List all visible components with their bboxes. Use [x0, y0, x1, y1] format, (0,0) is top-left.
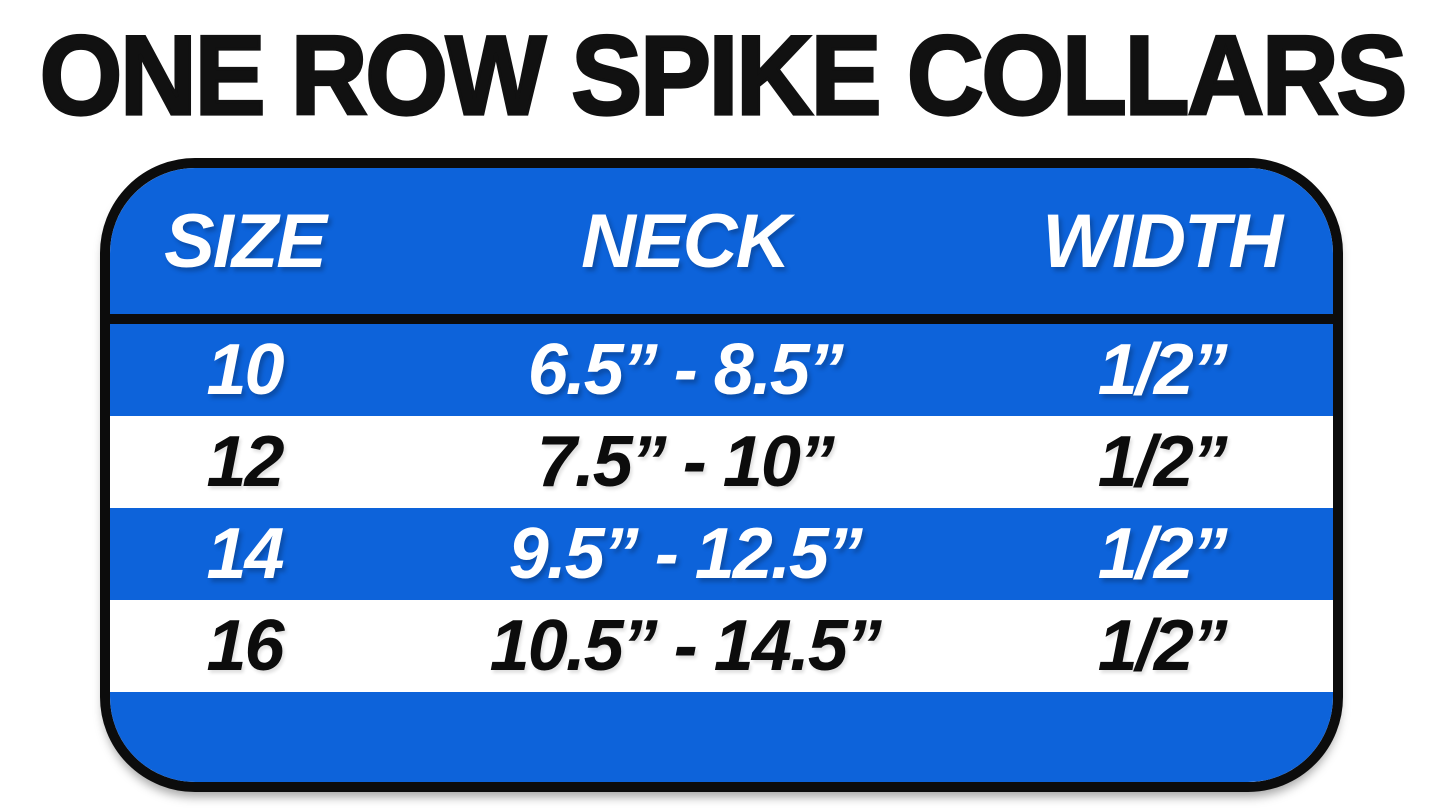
cell-width: 1/2” [1097, 514, 1228, 594]
cell-width: 1/2” [1097, 330, 1228, 410]
cell-width: 1/2” [1097, 606, 1228, 686]
cell-size: 12 [206, 422, 284, 502]
cell-neck: 9.5” - 12.5” [508, 514, 863, 594]
cell-size: 14 [206, 514, 284, 594]
column-header-width: WIDTH [1042, 198, 1283, 284]
cell-neck: 7.5” - 10” [536, 422, 835, 502]
table-row: 10 6.5” - 8.5” 1/2” [110, 324, 1333, 416]
table-row: 16 10.5” - 14.5” 1/2” [110, 600, 1333, 692]
cell-size: 10 [206, 330, 284, 410]
table-row: 12 7.5” - 10” 1/2” [110, 416, 1333, 508]
cell-neck: 10.5” - 14.5” [489, 606, 882, 686]
table-header-row: SIZE NECK WIDTH [110, 168, 1333, 314]
bottom-band [110, 692, 1333, 782]
table-row: 14 9.5” - 12.5” 1/2” [110, 508, 1333, 600]
column-header-neck: NECK [581, 198, 790, 284]
column-header-size: SIZE [164, 198, 327, 284]
cell-width: 1/2” [1097, 422, 1228, 502]
header-divider [110, 314, 1333, 324]
cell-size: 16 [206, 606, 284, 686]
size-chart-table: SIZE NECK WIDTH 10 6.5” - 8.5” 1/2” 12 7… [100, 158, 1343, 792]
page-title: ONE ROW SPIKE COLLARS [38, 11, 1409, 139]
cell-neck: 6.5” - 8.5” [527, 330, 844, 410]
